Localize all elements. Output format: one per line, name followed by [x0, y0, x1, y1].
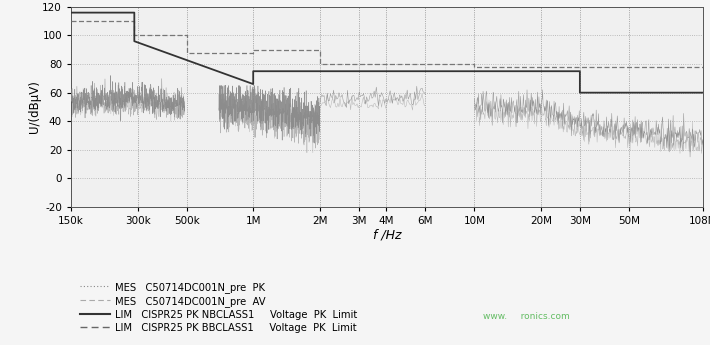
Y-axis label: U/(dBμV): U/(dBμV): [28, 80, 41, 134]
Text: www.   ronics.com: www. ronics.com: [483, 312, 569, 321]
X-axis label: f /Hz: f /Hz: [373, 229, 401, 242]
Legend: MES   C50714DC001N_pre  PK, MES   C50714DC001N_pre  AV, LIM   CISPR25 PK NBCLASS: MES C50714DC001N_pre PK, MES C50714DC001…: [76, 278, 361, 337]
